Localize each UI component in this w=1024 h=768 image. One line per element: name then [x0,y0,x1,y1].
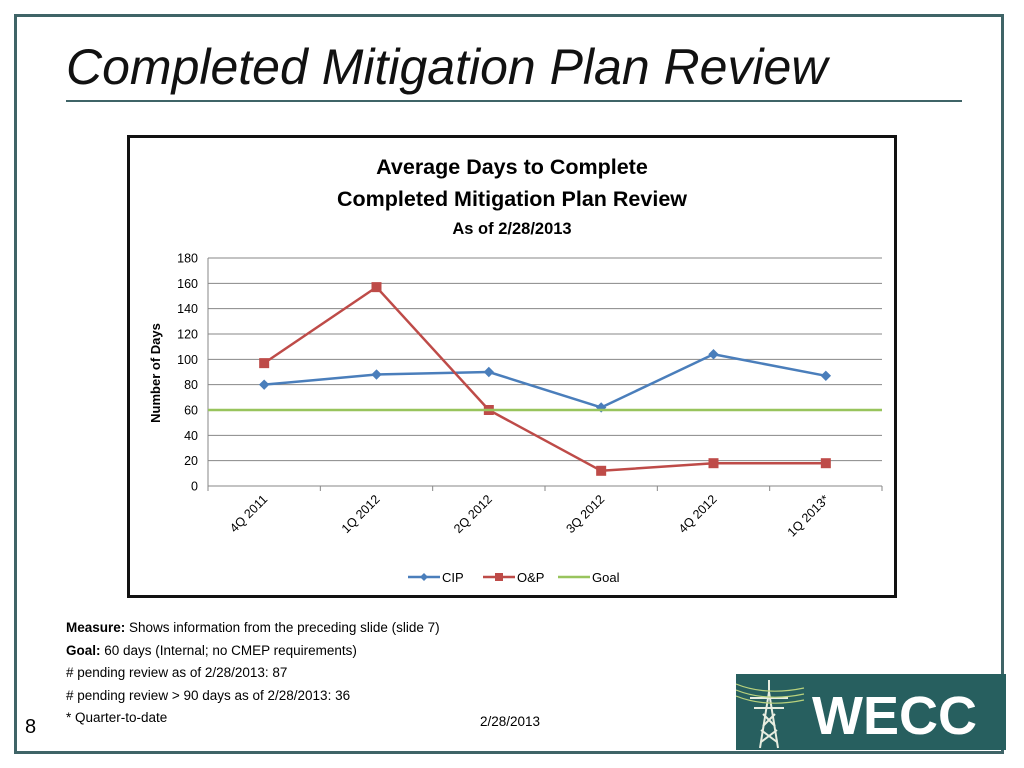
line-chart: Average Days to Complete Completed Mitig… [148,155,883,585]
data-point-o-p [820,458,831,469]
x-tick-label: 1Q 2013* [785,492,832,539]
x-tick-label: 4Q 2012 [676,492,720,536]
y-tick-label: 160 [177,277,198,291]
series-line-o-p [263,285,826,473]
x-tick-label: 2Q 2012 [451,492,495,536]
logo-text: WECC [812,686,977,746]
x-tick-label: 4Q 2011 [227,492,270,535]
x-tick-label: 3Q 2012 [563,492,607,536]
chart-subtitle: As of 2/28/2013 [452,220,571,238]
data-point-cip [258,379,270,390]
wecc-logo: WECC [735,674,1006,750]
pending-over-90-line: # pending review > 90 days as of 2/28/20… [66,687,351,703]
y-axis-label: Number of Days [148,323,163,423]
data-point-o-p [708,458,719,469]
legend-label-o-p: O&P [517,570,544,585]
slide-title: Completed Mitigation Plan Review [66,39,828,95]
data-point-o-p [596,465,607,476]
y-tick-label: 180 [177,252,198,266]
footer-date: 2/28/2013 [480,714,541,729]
slide-number: 8 [25,716,37,738]
goal-label: Goal: [66,642,101,658]
legend-label-cip: CIP [442,570,464,585]
transmission-tower-icon [750,680,788,749]
goal-line: Goal: 60 days (Internal; no CMEP require… [66,640,440,663]
data-point-cip [483,366,495,378]
legend-marker-cip [420,573,428,581]
data-point-o-p [371,282,382,293]
y-tick-label: 60 [184,404,198,418]
slide-frame [14,14,1004,754]
series-line-cip [264,353,827,409]
measure-label: Measure: [66,620,126,635]
measure-text: Shows information from the preceding sli… [125,620,440,635]
y-tick-label: 80 [184,378,198,392]
power-lines-graphic [735,683,805,704]
chart-container: Average Days to Complete Completed Mitig… [127,135,897,598]
y-tick-label: 100 [177,353,198,367]
legend-label-goal: Goal [592,570,620,585]
measure-line: Measure: Shows information from the prec… [66,617,440,640]
y-tick-label: 120 [177,328,198,342]
data-point-cip [371,369,382,380]
data-point-o-p [259,358,270,369]
notes-block: Measure: Shows information from the prec… [66,617,440,730]
y-tick-label: 140 [177,302,198,316]
legend-marker-o-p [495,573,503,581]
chart-title-line2: Completed Mitigation Plan Review [337,187,687,211]
quarter-to-date-note: * Quarter-to-date [66,710,168,725]
goal-text: 60 days (Internal; no CMEP requirements) [100,642,357,658]
data-point-cip [820,370,832,382]
x-tick-label: 1Q 2012 [339,492,383,536]
chart-title: Average Days to Complete [376,155,648,179]
y-tick-label: 40 [184,429,198,443]
y-tick-label: 0 [191,480,198,494]
y-tick-label: 20 [184,454,198,468]
data-point-cip [708,349,719,360]
pending-review-line: # pending review as of 2/28/2013: 87 [66,665,288,680]
title-divider [66,100,962,102]
